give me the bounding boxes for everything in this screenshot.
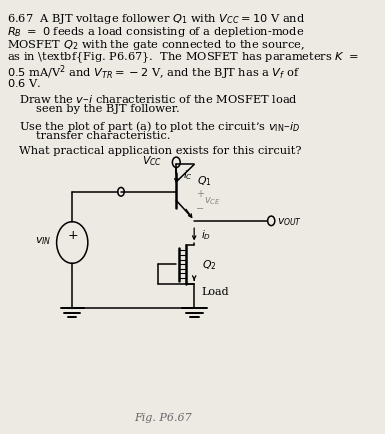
Text: Draw the $v$–$i$ characteristic of the MOSFET load: Draw the $v$–$i$ characteristic of the M… — [18, 92, 298, 105]
Text: −: − — [196, 204, 204, 214]
Text: $v_{IN}$: $v_{IN}$ — [35, 235, 51, 247]
Text: seen by the BJT follower.: seen by the BJT follower. — [36, 104, 179, 114]
Text: $i_D$: $i_D$ — [201, 227, 211, 241]
Text: $Q_1$: $Q_1$ — [198, 174, 212, 188]
Text: 6.67  A BJT voltage follower $Q_1$ with $V_{CC} = 10$ V and: 6.67 A BJT voltage follower $Q_1$ with $… — [7, 12, 305, 26]
Text: $R_B\ =\ 0$ feeds a load consisting of a depletion-mode: $R_B\ =\ 0$ feeds a load consisting of a… — [7, 24, 304, 39]
Text: MOSFET $Q_2$ with the gate connected to the source,: MOSFET $Q_2$ with the gate connected to … — [7, 37, 304, 52]
Text: +: + — [196, 188, 204, 198]
Text: $0.6$ V.: $0.6$ V. — [7, 76, 41, 89]
Text: $v_{CE}$: $v_{CE}$ — [204, 195, 221, 207]
Text: $Q_2$: $Q_2$ — [202, 258, 217, 272]
Text: as in \textbf{Fig. P6.67}.  The MOSFET has parameters $K\ =$: as in \textbf{Fig. P6.67}. The MOSFET ha… — [7, 50, 358, 65]
Text: Fig. P6.67: Fig. P6.67 — [134, 412, 192, 422]
Text: $i_C$: $i_C$ — [183, 168, 193, 182]
Text: What practical application exists for this circuit?: What practical application exists for th… — [18, 145, 301, 155]
Text: Load: Load — [201, 286, 229, 296]
Text: $0.5$ mA/V$^2$ and $V_{TR} = -2$ V, and the BJT has a $V_f$ of: $0.5$ mA/V$^2$ and $V_{TR} = -2$ V, and … — [7, 63, 300, 82]
Text: $v_{OUT}$: $v_{OUT}$ — [277, 215, 302, 227]
Text: +: + — [68, 229, 78, 242]
Text: Use the plot of part (a) to plot the circuit’s $v_{\mathrm{IN}}$–$i_D$: Use the plot of part (a) to plot the cir… — [18, 119, 300, 134]
Text: transfer characteristic.: transfer characteristic. — [36, 131, 170, 141]
Text: $V_{CC}$: $V_{CC}$ — [142, 154, 162, 167]
